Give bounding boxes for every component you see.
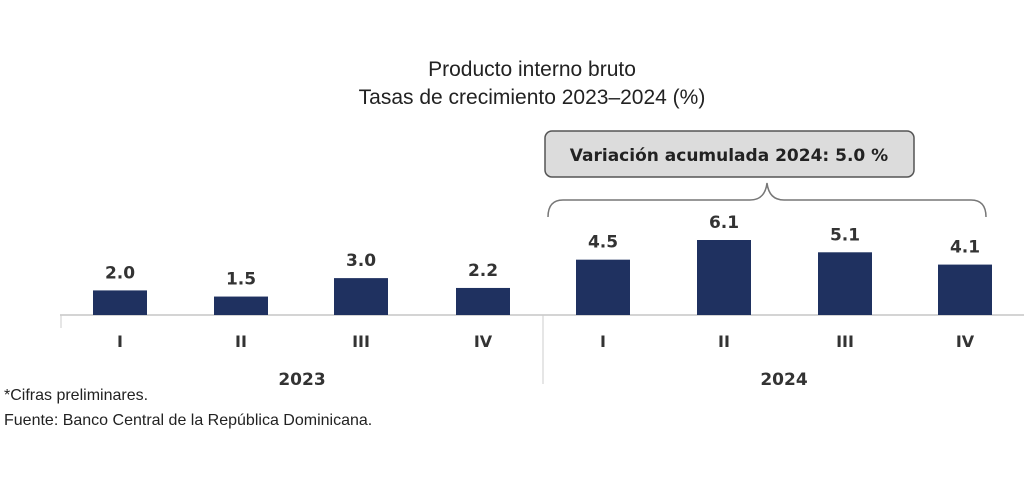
x-tick-label: III [836, 332, 854, 351]
bar [818, 252, 872, 315]
annotation-label: Variación acumulada 2024: 5.0 % [570, 146, 888, 166]
group-label-2024: 2024 [760, 370, 807, 390]
x-tick-label: IV [956, 332, 975, 351]
bar [576, 259, 630, 315]
x-tick-label: II [718, 332, 730, 351]
bar [697, 240, 751, 315]
bar-value-label: 4.1 [950, 238, 980, 258]
annotation-box [544, 130, 915, 178]
x-tick-label: I [600, 332, 606, 351]
bar [938, 264, 992, 315]
bar-value-label: 4.5 [588, 233, 618, 253]
annotation-brace [547, 182, 987, 218]
bar [93, 290, 147, 315]
x-tick-label: III [352, 332, 370, 351]
x-tick-label: IV [474, 332, 493, 351]
bar-value-label: 3.0 [346, 251, 376, 271]
footnote-note: *Cifras preliminares. [4, 387, 149, 404]
x-tick-label: II [235, 332, 247, 351]
bar-value-label: 6.1 [709, 213, 739, 233]
chart-title: Producto interno bruto [428, 58, 636, 81]
bar [214, 296, 268, 315]
bar-value-label: 1.5 [226, 270, 256, 290]
footnote-source: Fuente: Banco Central de la República Do… [4, 412, 373, 429]
bar-value-label: 5.1 [830, 225, 860, 245]
bar [334, 278, 388, 315]
bar [456, 287, 510, 315]
bar-value-label: 2.2 [468, 261, 498, 281]
bar-value-label: 2.0 [105, 263, 135, 283]
chart-subtitle: Tasas de crecimiento 2023–2024 (%) [358, 86, 706, 109]
group-label-2023: 2023 [278, 370, 325, 390]
x-tick-label: I [117, 332, 123, 351]
